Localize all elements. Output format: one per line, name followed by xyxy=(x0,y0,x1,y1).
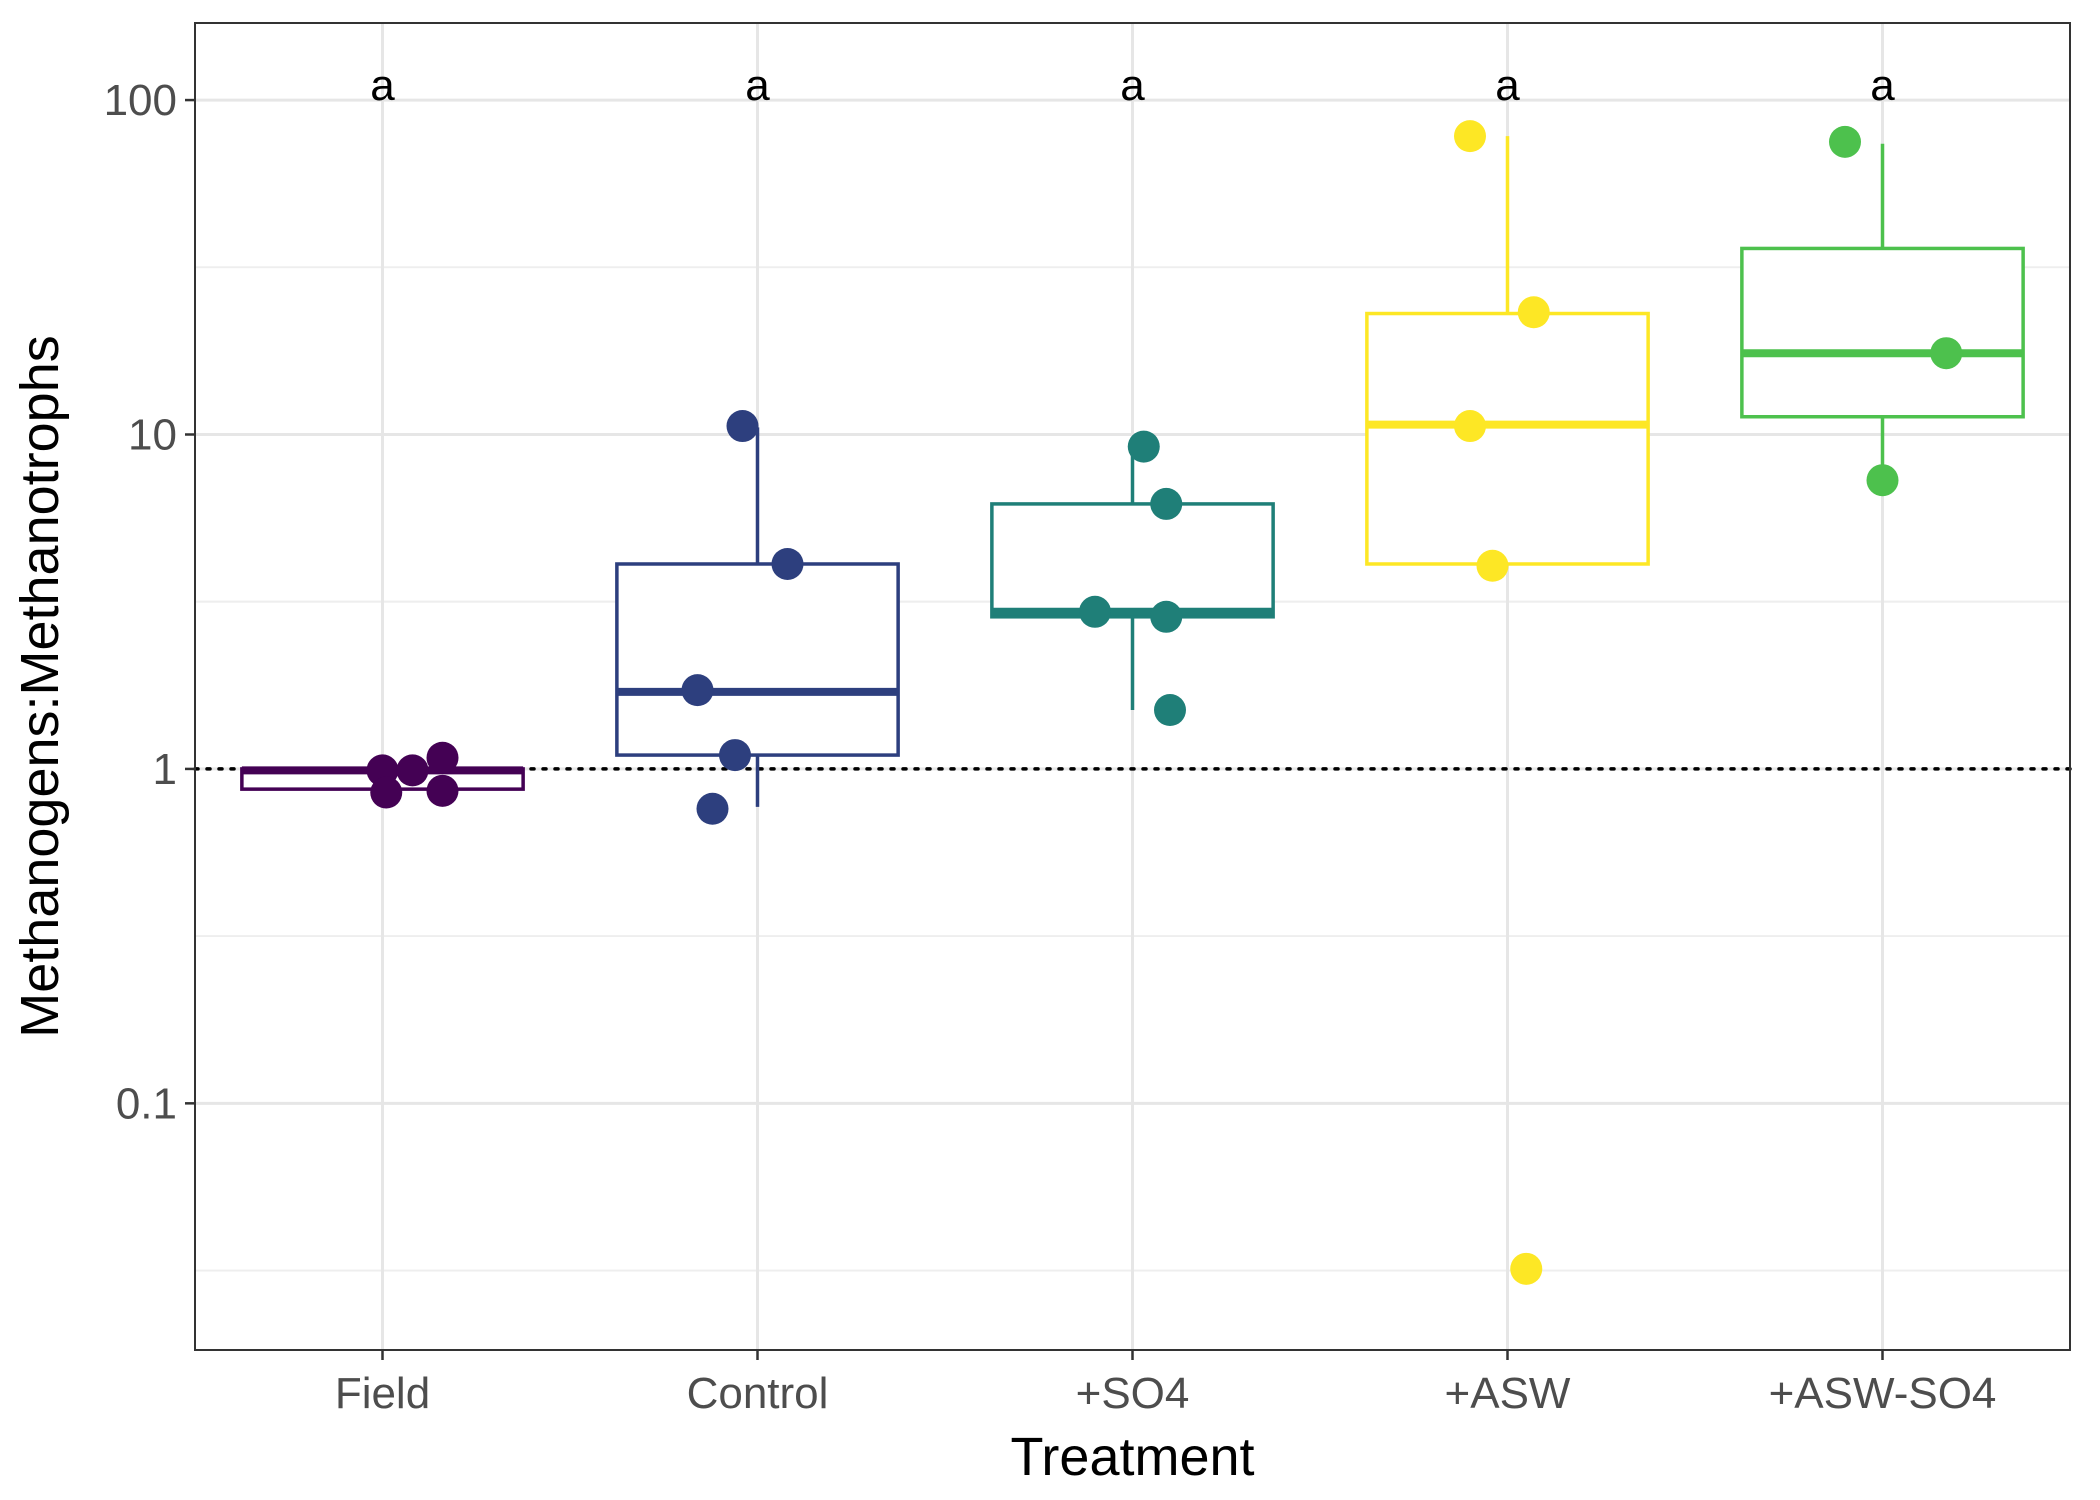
box xyxy=(990,502,1275,619)
y-tick-label: 100 xyxy=(104,76,177,125)
data-point xyxy=(1454,410,1486,443)
boxplot-+ASW xyxy=(1365,136,1650,566)
y-axis-title: Methanogens:Methanotrophs xyxy=(10,335,70,1037)
y-axis: 0.1 1 10 100 xyxy=(104,76,195,1128)
data-point xyxy=(1476,549,1509,582)
box xyxy=(615,562,900,757)
data-point xyxy=(370,776,403,809)
box xyxy=(1365,311,1650,566)
data-point xyxy=(696,792,729,825)
data-point xyxy=(1829,125,1861,158)
group-letter: a xyxy=(1495,61,1520,110)
data-point xyxy=(1127,430,1160,463)
x-tick-label: Control xyxy=(687,1369,829,1418)
data-point xyxy=(426,774,459,807)
group-letter: a xyxy=(370,61,395,110)
data-point xyxy=(1517,296,1550,329)
data-point xyxy=(1150,600,1183,633)
boxplot-+SO4 xyxy=(990,446,1275,711)
x-tick-label: +ASW xyxy=(1445,1369,1571,1418)
group-letter: a xyxy=(1870,61,1895,110)
data-point xyxy=(771,547,804,580)
data-point xyxy=(1079,595,1111,628)
data-point xyxy=(719,739,751,772)
x-tick-label: +ASW-SO4 xyxy=(1769,1369,1997,1418)
boxplot-Control xyxy=(615,427,900,807)
data-point xyxy=(1454,120,1486,153)
boxplots xyxy=(240,136,2025,807)
y-tick-label: 10 xyxy=(128,410,177,459)
data-point xyxy=(681,674,714,707)
y-tick-label: 0.1 xyxy=(116,1079,177,1128)
data-point xyxy=(396,754,429,787)
x-tick-label: +SO4 xyxy=(1076,1369,1190,1418)
data-point xyxy=(1150,487,1183,520)
data-point xyxy=(1866,464,1899,497)
data-points xyxy=(366,120,1963,1285)
data-point xyxy=(1154,694,1186,727)
x-axis-title: Treatment xyxy=(1010,1427,1254,1487)
data-point xyxy=(1510,1252,1543,1285)
group-letter: a xyxy=(745,61,770,110)
group-letter: a xyxy=(1120,61,1145,110)
y-tick-label: 1 xyxy=(153,745,177,794)
box xyxy=(1740,246,2025,419)
data-point xyxy=(726,410,759,443)
data-point xyxy=(426,741,459,774)
data-point xyxy=(1930,337,1963,370)
x-tick-label: Field xyxy=(335,1369,430,1418)
x-axis: Field Control +SO4 +ASW +ASW-SO4 xyxy=(335,1350,1997,1418)
boxplot-+ASW-SO4 xyxy=(1740,143,2025,481)
